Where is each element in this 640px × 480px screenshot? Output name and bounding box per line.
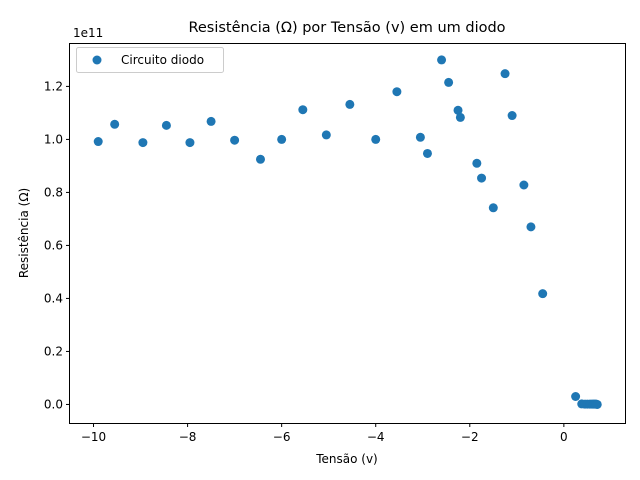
data-point: [472, 158, 482, 168]
plot-frame: [69, 43, 626, 424]
y-axis-label: Resistência (Ω): [17, 188, 31, 278]
x-tick-label: −2: [461, 430, 479, 444]
data-point: [277, 134, 287, 144]
points-layer: [93, 55, 602, 409]
data-point: [437, 55, 447, 65]
y-tick-label: 0.4: [44, 291, 63, 305]
data-point: [255, 154, 265, 164]
data-point: [571, 392, 581, 401]
data-point: [110, 119, 120, 129]
x-ticks: −10 −8 −6 −4 −2 0: [81, 423, 568, 444]
x-tick-label: −10: [81, 430, 106, 444]
x-tick-label: −8: [179, 430, 197, 444]
data-point: [298, 105, 308, 115]
y-ticks: 0.0 0.2 0.4 0.6 0.8 1.0 1.2: [44, 79, 70, 411]
legend-box: [76, 47, 224, 73]
data-point: [392, 87, 402, 97]
data-point: [477, 173, 487, 183]
data-point: [453, 105, 463, 115]
data-point: [488, 203, 498, 213]
data-point: [93, 137, 103, 147]
x-tick-label: −4: [367, 430, 385, 444]
y-tick-label: 0.2: [44, 344, 63, 358]
x-tick-label: −6: [273, 430, 291, 444]
data-point: [161, 120, 171, 130]
data-point: [444, 77, 454, 87]
data-point: [230, 135, 240, 145]
data-point: [321, 130, 331, 140]
y-tick-label: 0.0: [44, 397, 63, 411]
data-point: [138, 138, 148, 148]
x-axis-label: Tensão (v): [315, 452, 378, 466]
data-point: [422, 148, 432, 158]
data-point: [592, 399, 602, 409]
data-point: [415, 132, 425, 142]
chart-title: Resistência (Ω) por Tensão (v) em um dio…: [188, 20, 505, 36]
x-tick-label: 0: [560, 430, 568, 444]
data-point: [519, 180, 529, 190]
data-point: [206, 116, 216, 126]
data-point: [185, 138, 195, 148]
data-point: [371, 134, 381, 144]
y-tick-label: 1.2: [44, 79, 63, 93]
y-tick-label: 1.0: [44, 132, 63, 146]
data-point: [507, 111, 517, 121]
legend-marker: [92, 55, 102, 65]
y-offset-label: 1e11: [73, 26, 103, 40]
data-point: [345, 99, 355, 109]
y-tick-label: 0.8: [44, 185, 63, 199]
legend-label: Circuito diodo: [121, 53, 204, 67]
y-tick-label: 0.6: [44, 238, 63, 252]
legend: Circuito diodo: [76, 47, 224, 73]
data-point: [500, 69, 510, 79]
data-point: [455, 112, 465, 122]
data-point: [526, 222, 536, 232]
data-point: [538, 289, 548, 299]
